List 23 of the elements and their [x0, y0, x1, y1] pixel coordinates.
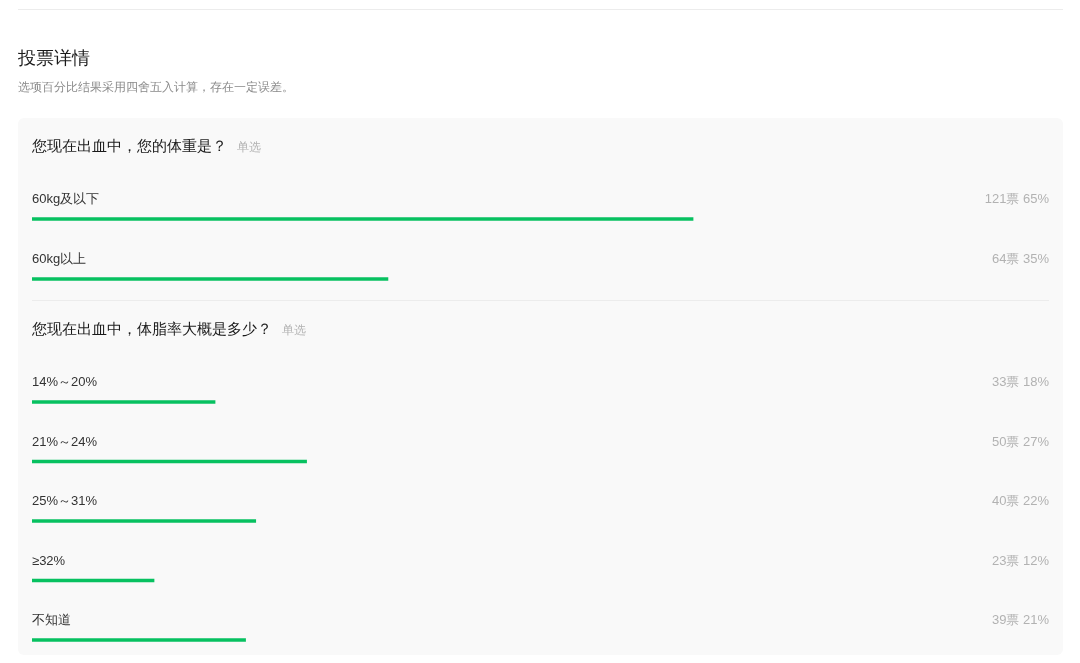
bar: [32, 399, 216, 404]
data-label: 39票 21%: [991, 611, 1050, 627]
bar: [32, 518, 257, 523]
data-label: 40票 22%: [991, 492, 1050, 508]
chart-title: 您现在出血中，您的体重是？: [32, 137, 227, 154]
text: 单选: [237, 140, 261, 154]
y-tick-label: 60kg以上: [32, 250, 87, 266]
text: 选项百分比结果采用四舍五入计算，存在一定误差。: [18, 79, 294, 95]
data-label: 23票 12%: [991, 552, 1050, 568]
text: 投票详情: [18, 47, 90, 70]
chart-title: 您现在出血中，体脂率大概是多少？: [32, 320, 272, 337]
text: 单选: [282, 323, 306, 337]
data-label: 33票 18%: [991, 373, 1050, 389]
y-tick-label: 21%～24%: [32, 433, 98, 449]
y-tick-label: 60kg及以下: [32, 190, 100, 206]
bar: [32, 637, 246, 642]
y-tick-label: 25%～31%: [32, 492, 98, 508]
y-tick-label: ≥32%: [32, 552, 66, 568]
y-tick-label: 不知道: [32, 611, 71, 627]
data-label: 50票 27%: [991, 433, 1050, 449]
data-label: 64票 35%: [991, 250, 1050, 266]
data-label: 121票 65%: [984, 190, 1050, 206]
y-tick-label: 14%～20%: [32, 373, 98, 389]
